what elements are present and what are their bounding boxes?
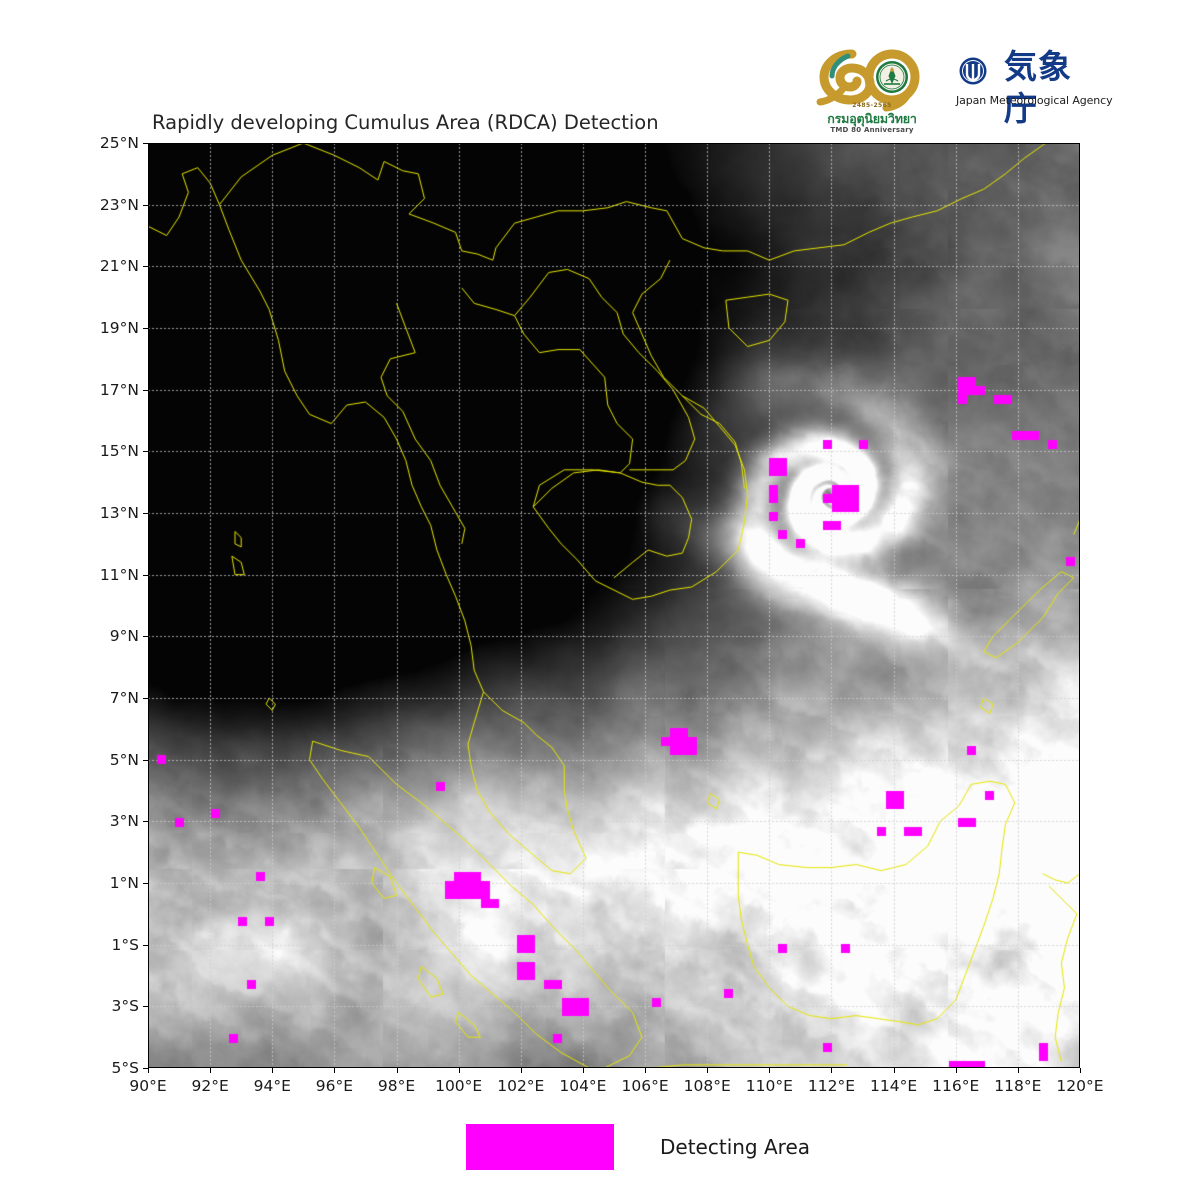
tmd-logo-years: 2485-2565 bbox=[852, 102, 892, 109]
x-tick-mark bbox=[520, 1068, 522, 1073]
x-tick-label: 98°E bbox=[377, 1077, 416, 1095]
y-tick-mark bbox=[143, 698, 148, 699]
y-tick-mark bbox=[143, 759, 148, 761]
x-tick-label: 118°E bbox=[994, 1077, 1042, 1095]
x-tick-mark bbox=[645, 1068, 647, 1073]
x-tick-mark bbox=[955, 1068, 957, 1073]
satellite-map-plot bbox=[148, 143, 1080, 1068]
x-tick-mark bbox=[1017, 1068, 1019, 1073]
y-tick-mark bbox=[143, 636, 148, 638]
y-tick-mark bbox=[143, 204, 148, 206]
y-tick-mark bbox=[143, 1006, 148, 1008]
y-tick-mark bbox=[143, 883, 148, 884]
y-tick-label: 23°N bbox=[99, 195, 139, 214]
x-tick-mark bbox=[707, 1068, 709, 1073]
legend-swatch-detecting-area bbox=[466, 1124, 614, 1170]
y-tick-mark bbox=[143, 451, 148, 453]
y-tick-mark bbox=[143, 1068, 148, 1069]
x-tick-mark bbox=[396, 1068, 398, 1073]
y-tick-label: 13°N bbox=[99, 504, 139, 522]
y-tick-label: 19°N bbox=[99, 319, 139, 337]
x-tick-label: 100°E bbox=[435, 1077, 483, 1095]
y-tick-label: 5°S bbox=[111, 1059, 139, 1077]
jma-logo-subtitle: Japan Meteorological Agency bbox=[956, 94, 1113, 107]
tmd-logo-subtitle: TMD 80 Anniversary bbox=[830, 126, 914, 134]
x-tick-label: 96°E bbox=[315, 1077, 354, 1095]
x-tick-mark bbox=[272, 1068, 274, 1073]
legend-label-detecting-area: Detecting Area bbox=[660, 1135, 810, 1159]
y-tick-label: 1°N bbox=[109, 874, 139, 892]
y-tick-mark bbox=[143, 389, 148, 391]
y-tick-label: 11°N bbox=[99, 565, 139, 584]
x-tick-label: 120°E bbox=[1056, 1077, 1104, 1095]
y-tick-mark bbox=[143, 143, 148, 144]
x-tick-mark bbox=[582, 1068, 584, 1073]
y-tick-mark bbox=[143, 513, 148, 514]
y-tick-mark bbox=[143, 266, 148, 268]
japan-meteorological-agency-logo: 気象庁 Japan Meteorological Agency bbox=[954, 46, 1113, 128]
y-tick-mark bbox=[143, 328, 148, 329]
y-tick-label: 1°S bbox=[111, 935, 139, 954]
satellite-imagery-canvas bbox=[148, 143, 1080, 1068]
x-tick-label: 104°E bbox=[559, 1077, 607, 1095]
tmd-logo-thai-text: กรมอุตุนิยมวิทยา bbox=[827, 111, 917, 126]
x-tick-label: 90°E bbox=[129, 1077, 167, 1095]
x-tick-mark bbox=[210, 1068, 212, 1073]
header: Rapidly developing Cumulus Area (RDCA) D… bbox=[0, 0, 1200, 290]
legend: Detecting Area bbox=[466, 1124, 810, 1170]
x-tick-mark bbox=[831, 1068, 833, 1073]
jma-logo-kanji: 気象庁 bbox=[1004, 47, 1072, 128]
y-tick-mark bbox=[143, 574, 148, 576]
y-tick-label: 3°N bbox=[109, 812, 139, 831]
y-tick-label: 15°N bbox=[99, 442, 139, 461]
x-tick-label: 114°E bbox=[870, 1077, 918, 1095]
x-tick-mark bbox=[148, 1068, 149, 1073]
x-tick-mark bbox=[458, 1068, 460, 1073]
jma-emblem-icon bbox=[959, 50, 998, 92]
x-tick-label: 110°E bbox=[745, 1077, 793, 1095]
x-tick-label: 94°E bbox=[253, 1077, 291, 1095]
x-tick-mark bbox=[769, 1068, 771, 1073]
tmd-80-numeral-icon bbox=[816, 49, 920, 112]
y-tick-mark bbox=[143, 821, 148, 823]
y-tick-label: 7°N bbox=[109, 689, 139, 707]
x-tick-label: 106°E bbox=[621, 1077, 669, 1095]
x-tick-label: 102°E bbox=[497, 1077, 545, 1095]
x-tick-label: 116°E bbox=[932, 1077, 980, 1095]
x-tick-label: 112°E bbox=[807, 1077, 856, 1095]
y-tick-label: 25°N bbox=[99, 134, 139, 152]
y-tick-label: 17°N bbox=[99, 380, 139, 399]
y-tick-mark bbox=[143, 944, 148, 946]
y-tick-label: 9°N bbox=[109, 627, 139, 646]
y-tick-label: 3°S bbox=[111, 997, 139, 1016]
x-tick-label: 108°E bbox=[683, 1077, 731, 1095]
x-tick-mark bbox=[334, 1068, 336, 1073]
y-tick-label: 21°N bbox=[99, 257, 139, 276]
y-tick-label: 5°N bbox=[109, 750, 139, 769]
x-tick-label: 92°E bbox=[191, 1077, 229, 1095]
title-line-1: Rapidly developing Cumulus Area (RDCA) D… bbox=[152, 111, 659, 134]
x-tick-mark bbox=[1080, 1068, 1081, 1073]
x-tick-mark bbox=[893, 1068, 895, 1073]
tmd-80th-anniversary-logo: 2485-2565 กรมอุตุนิยมวิทยา TMD 80 Annive… bbox=[812, 46, 932, 144]
logo-row: 2485-2565 กรมอุตุนิยมวิทยา TMD 80 Annive… bbox=[812, 46, 1113, 144]
